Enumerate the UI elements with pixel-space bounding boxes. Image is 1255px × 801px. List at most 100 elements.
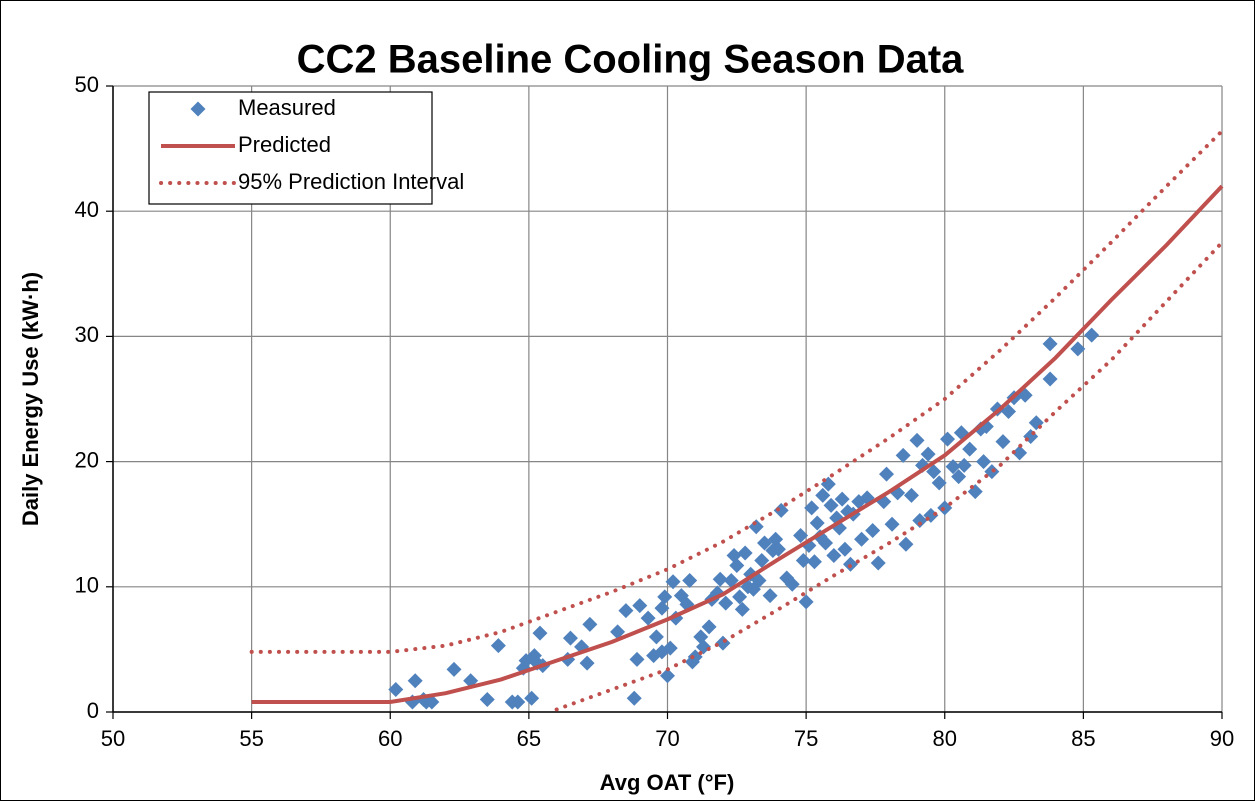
data-point (879, 466, 895, 482)
data-point (895, 447, 911, 463)
data-point (995, 434, 1011, 450)
x-tick-label: 60 (378, 726, 402, 751)
data-point (562, 630, 578, 646)
data-point (773, 502, 789, 518)
data-point (754, 553, 770, 569)
data-point (976, 454, 992, 470)
data-point (1042, 371, 1058, 387)
data-point (931, 475, 947, 491)
data-point (865, 522, 881, 538)
interval-line (554, 240, 1224, 712)
data-point (626, 690, 642, 706)
interval-line (249, 129, 1224, 654)
data-point (682, 573, 698, 589)
x-tick-label: 65 (517, 726, 541, 751)
legend-marker (190, 101, 206, 117)
data-point (956, 457, 972, 473)
data-point (696, 639, 712, 655)
x-tick-label: 55 (239, 726, 263, 751)
data-point (945, 459, 961, 475)
data-point (909, 432, 925, 448)
data-point (715, 635, 731, 651)
data-point (654, 600, 670, 616)
data-point (884, 516, 900, 532)
data-point (815, 487, 831, 503)
data-point (1070, 341, 1086, 357)
data-point (784, 576, 800, 592)
data-point (618, 603, 634, 619)
y-tick-label: 50 (75, 72, 99, 97)
data-point (748, 519, 764, 535)
data-point (1042, 336, 1058, 352)
data-point (737, 545, 753, 561)
data-point (582, 616, 598, 632)
data-point (723, 573, 739, 589)
data-point (648, 629, 664, 645)
data-point (732, 589, 748, 605)
y-tick-label: 20 (75, 447, 99, 472)
data-point (610, 624, 626, 640)
x-tick-label: 75 (794, 726, 818, 751)
y-tick-label: 10 (75, 573, 99, 598)
legend: Measured Predicted 95% Prediction Interval (148, 91, 464, 205)
data-point (524, 690, 540, 706)
data-point (701, 619, 717, 635)
data-point (951, 469, 967, 485)
data-point (407, 673, 423, 689)
data-point (793, 527, 809, 543)
legend-label: 95% Prediction Interval (238, 169, 464, 194)
x-tick-label: 80 (933, 726, 957, 751)
predicted-line (251, 184, 1224, 704)
x-tick-label: 50 (101, 726, 125, 751)
data-point (926, 464, 942, 480)
data-point (834, 491, 850, 507)
data-point (657, 589, 673, 605)
x-axis-label: Avg OAT (°F) (600, 770, 735, 795)
data-point (826, 548, 842, 563)
data-point (898, 536, 914, 552)
data-point (446, 661, 462, 677)
data-point (854, 531, 870, 547)
data-point (734, 601, 750, 617)
data-point (1001, 404, 1017, 420)
data-point (962, 441, 978, 457)
data-point (1012, 445, 1028, 461)
data-point (532, 625, 548, 641)
plot (249, 129, 1224, 712)
data-point (912, 512, 928, 528)
y-tick-label: 0 (87, 698, 99, 723)
grid: 0 10 20 30 40 50 50 55 60 65 70 75 80 85 90 (75, 72, 1235, 751)
data-point (640, 610, 656, 626)
x-tick-label: 90 (1210, 726, 1234, 751)
data-point (809, 515, 825, 531)
legend-label: Measured (238, 95, 336, 120)
data-point (712, 571, 728, 587)
data-point (629, 651, 645, 667)
data-point (806, 554, 822, 570)
data-point (795, 553, 811, 569)
data-point (798, 594, 814, 610)
data-point (770, 541, 786, 557)
data-point (660, 668, 675, 684)
data-point (729, 558, 745, 574)
data-point (662, 640, 678, 656)
data-point (870, 555, 886, 571)
data-point (632, 598, 648, 614)
data-point (837, 541, 853, 557)
legend-label: Predicted (238, 132, 331, 157)
data-point (718, 595, 734, 611)
y-tick-label: 40 (75, 197, 99, 222)
data-point (823, 497, 839, 513)
x-tick-label: 70 (655, 726, 679, 751)
y-tick-label: 30 (75, 322, 99, 347)
data-point (818, 535, 834, 551)
data-point (490, 638, 506, 654)
data-point (1084, 327, 1100, 343)
data-point (424, 694, 440, 710)
data-point (579, 655, 595, 671)
data-point (479, 691, 495, 707)
data-point (903, 487, 919, 503)
data-point (388, 681, 404, 697)
data-point (510, 694, 526, 710)
